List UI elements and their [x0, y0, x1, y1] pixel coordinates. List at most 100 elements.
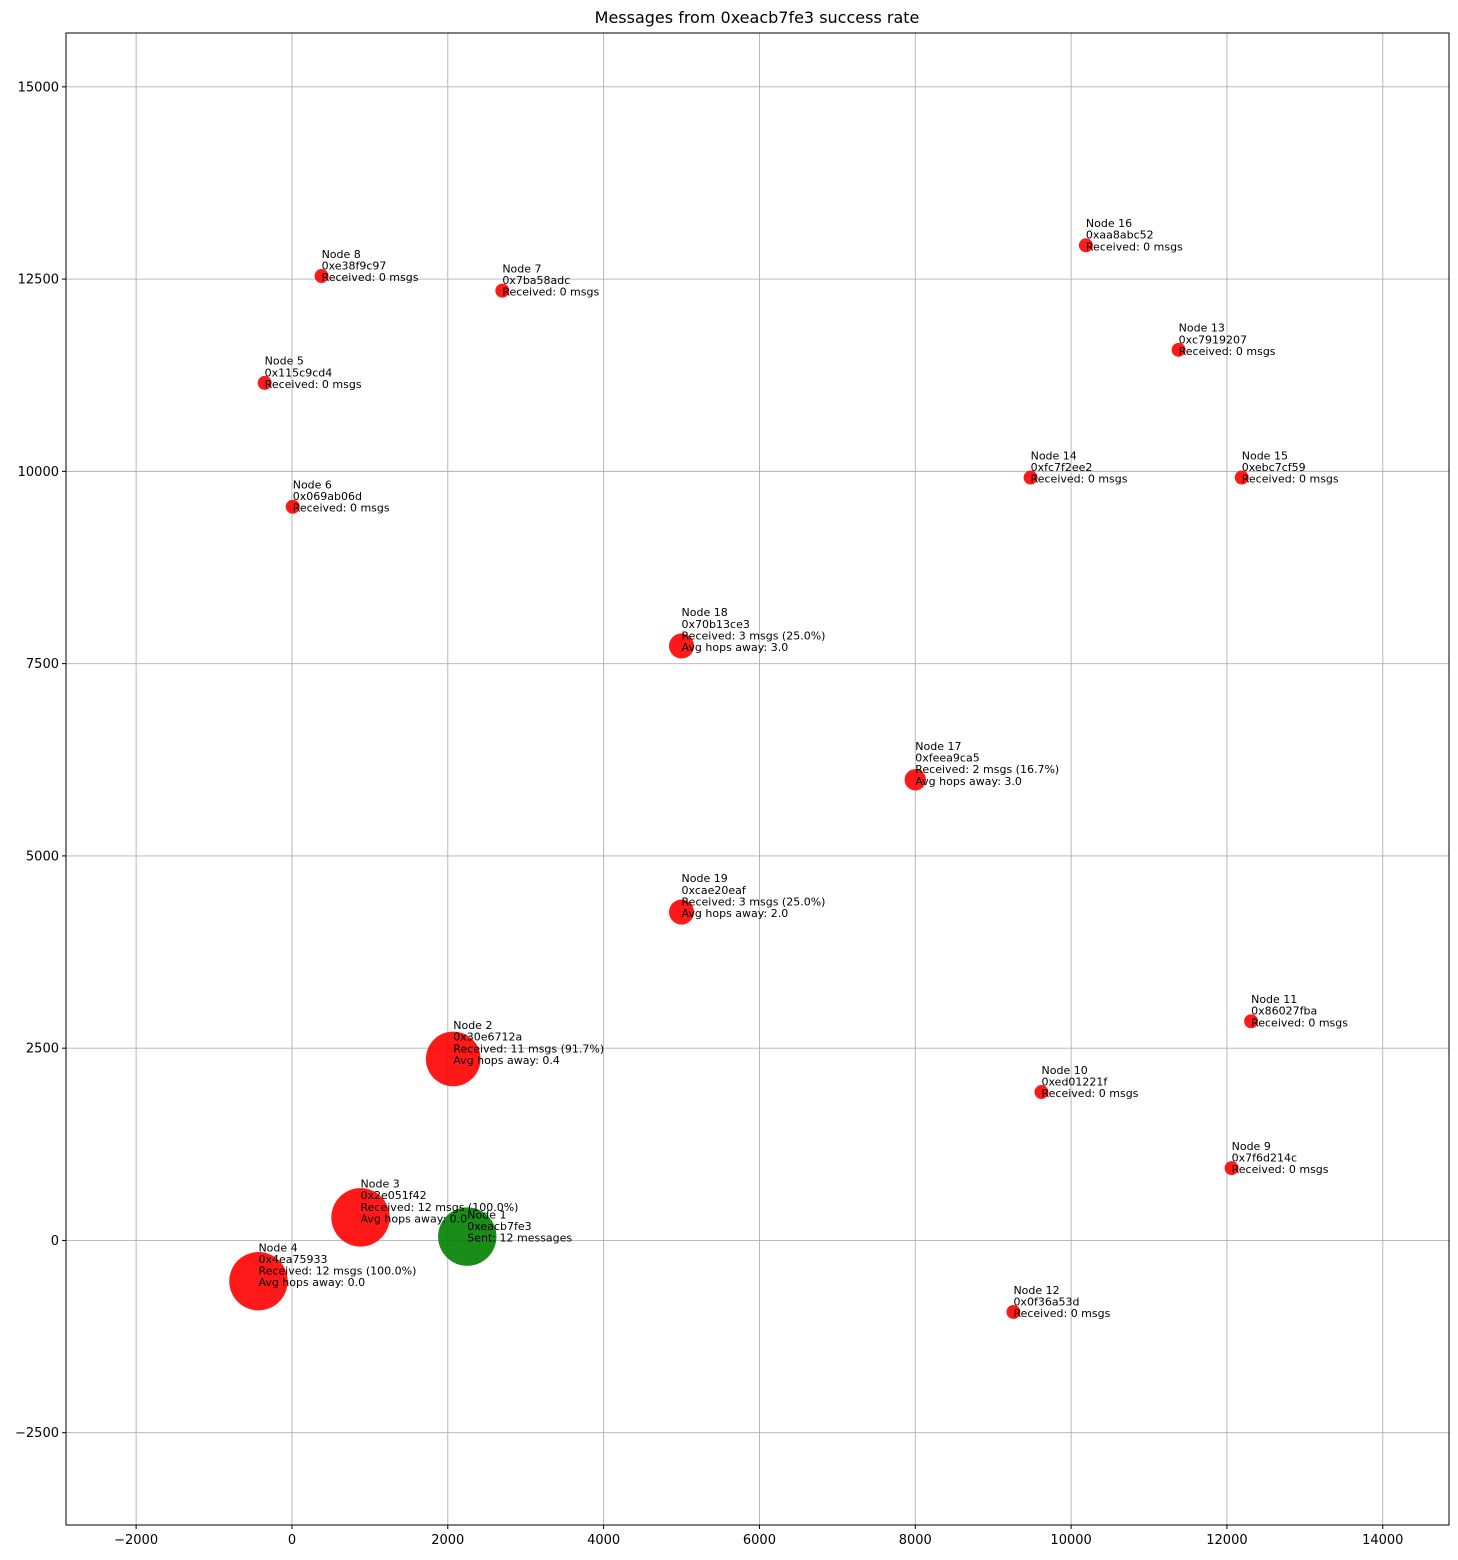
- node-annotation: Node 8 0xe38f9c97 Received: 0 msgs: [322, 248, 419, 284]
- annotation-line: Avg hops away: 2.0: [682, 907, 789, 920]
- node-marker: [285, 499, 300, 514]
- annotation-line: Node 19: [682, 872, 728, 885]
- annotation-line: Node 12: [1013, 1284, 1059, 1297]
- node-annotation: Node 1 0xeacb7fe3 Sent: 12 messages: [467, 1208, 572, 1244]
- node-annotation: Node 6 0x069ab06d Received: 0 msgs: [293, 479, 390, 515]
- annotation-line: Node 18: [682, 606, 728, 619]
- node-annotation: Node 3 0x2e051f42 Received: 12 msgs (100.0…: [361, 1178, 519, 1226]
- annotation-line: Node 7: [502, 262, 541, 275]
- node-marker: [1234, 470, 1249, 485]
- node-marker: [668, 633, 695, 659]
- node-annotation: Node 12 0x0f36a53d Received: 0 msgs: [1013, 1284, 1110, 1320]
- node-marker: [257, 375, 272, 390]
- annotation-line: Sent: 12 messages: [467, 1232, 572, 1245]
- annotation-line: 0x30e6712a: [453, 1031, 522, 1044]
- annotation-line: 0xfeea9ca5: [915, 752, 979, 765]
- annotation-line: 0xe38f9c97: [322, 259, 387, 272]
- node-marker: [904, 769, 926, 791]
- annotation-line: Avg hops away: 3.0: [915, 775, 1022, 788]
- x-tick-label: 0: [288, 1533, 296, 1548]
- annotation-line: Node 17: [915, 740, 961, 753]
- annotation-line: Received: 0 msgs: [1242, 473, 1339, 486]
- node-marker: [1224, 1161, 1239, 1176]
- node-marker: [314, 269, 329, 284]
- node-marker: [425, 1031, 481, 1087]
- x-tick-label: 2000: [431, 1533, 464, 1548]
- node-annotation: Node 19 0xcae20eaf Received: 3 msgs (25.0%…: [682, 872, 826, 920]
- x-tick-label: 6000: [743, 1533, 776, 1548]
- annotation-line: Avg hops away: 0.0: [361, 1212, 468, 1225]
- annotation-line: Received: 3 msgs (25.0%): [682, 895, 826, 908]
- annotation-line: 0x4ea75933: [258, 1253, 327, 1266]
- y-tick-label: 15000: [18, 80, 59, 95]
- annotation-line: 0xfc7f2ee2: [1031, 461, 1093, 474]
- annotation-line: Received: 0 msgs: [1179, 345, 1276, 358]
- annotation-line: Node 6: [293, 479, 332, 492]
- annotation-line: Node 8: [322, 248, 361, 261]
- annotation-line: Received: 2 msgs (16.7%): [915, 763, 1059, 776]
- annotation-line: Received: 0 msgs: [1086, 240, 1183, 253]
- annotation-line: Node 14: [1031, 449, 1077, 462]
- node-marker: [668, 899, 695, 925]
- node-marker: [229, 1252, 288, 1311]
- x-tick-label: 8000: [899, 1533, 932, 1548]
- node-marker: [1078, 238, 1093, 253]
- annotation-line: Received: 0 msgs: [1013, 1307, 1110, 1320]
- y-tick-label: 5000: [26, 849, 59, 864]
- node-annotation: Node 5 0x115c9cd4 Received: 0 msgs: [265, 355, 362, 391]
- annotation-line: Avg hops away: 0.0: [258, 1276, 365, 1289]
- annotation-line: Node 5: [265, 355, 304, 368]
- annotation-line: Received: 0 msgs: [293, 502, 390, 515]
- node-annotation: Node 4 0x4ea75933 Received: 12 msgs (100.0…: [258, 1241, 416, 1289]
- node-annotation: Node 9 0x7f6d214c Received: 0 msgs: [1232, 1140, 1329, 1176]
- chart-title: Messages from 0xeacb7fe3 success rate: [595, 8, 920, 27]
- annotation-line: 0x0f36a53d: [1013, 1295, 1079, 1308]
- annotation-line: Received: 12 msgs (100.0%): [361, 1201, 519, 1214]
- node-annotation: Node 2 0x30e6712a Received: 11 msgs (91.7%…: [453, 1019, 604, 1067]
- x-tick-label: 14000: [1362, 1533, 1403, 1548]
- x-tick-label: 10000: [1050, 1533, 1091, 1548]
- node-marker: [1171, 342, 1186, 357]
- annotation-line: Received: 0 msgs: [322, 271, 419, 284]
- points-layer: [229, 238, 1259, 1319]
- annotation-line: Node 1: [467, 1208, 506, 1221]
- annotation-line: Node 13: [1179, 322, 1225, 335]
- annotation-line: Received: 0 msgs: [1042, 1087, 1139, 1100]
- node-annotation: Node 11 0x86027fba Received: 0 msgs: [1251, 993, 1348, 1029]
- annotation-line: Node 3: [361, 1178, 400, 1191]
- y-tick-label: −2500: [15, 1426, 59, 1441]
- plot-frame: [65, 32, 1450, 1526]
- annotation-line: 0x115c9cd4: [265, 366, 333, 379]
- annotation-line: Avg hops away: 0.4: [453, 1054, 560, 1067]
- x-tick-label: −2000: [114, 1533, 158, 1548]
- annotation-line: Avg hops away: 3.0: [682, 641, 789, 654]
- annotation-line: Node 16: [1086, 217, 1132, 230]
- annotation-line: 0xebc7cf59: [1242, 461, 1306, 474]
- node-annotation: Node 17 0xfeea9ca5 Received: 2 msgs (16.7%…: [915, 740, 1059, 788]
- node-marker: [495, 283, 510, 298]
- y-tick-label: 12500: [18, 273, 59, 288]
- node-annotation: Node 10 0xed01221f Received: 0 msgs: [1042, 1064, 1139, 1100]
- annotation-line: 0x2e051f42: [361, 1189, 427, 1202]
- annotation-line: 0xaa8abc52: [1086, 229, 1154, 242]
- x-tick-label: 4000: [587, 1533, 620, 1548]
- annotation-line: Received: 0 msgs: [1251, 1016, 1348, 1029]
- annotation-line: 0x70b13ce3: [682, 618, 750, 631]
- node-annotation: Node 7 0x7ba58adc Received: 0 msgs: [502, 262, 599, 298]
- node-annotation: Node 14 0xfc7f2ee2 Received: 0 msgs: [1031, 449, 1128, 485]
- annotation-line: 0x86027fba: [1251, 1005, 1317, 1018]
- annotation-line: Received: 3 msgs (25.0%): [682, 629, 826, 642]
- annotation-line: 0xed01221f: [1042, 1075, 1109, 1088]
- annotation-line: Received: 0 msgs: [1232, 1163, 1329, 1176]
- y-tick-label: 2500: [26, 1042, 59, 1057]
- annotation-line: Node 4: [258, 1241, 297, 1254]
- node-marker: [331, 1188, 390, 1247]
- annotation-line: 0xcae20eaf: [682, 884, 747, 897]
- annotation-line: 0x7f6d214c: [1232, 1152, 1297, 1165]
- annotation-line: Received: 0 msgs: [1031, 473, 1128, 486]
- node-marker: [438, 1207, 497, 1266]
- y-tick-label: 10000: [18, 465, 59, 480]
